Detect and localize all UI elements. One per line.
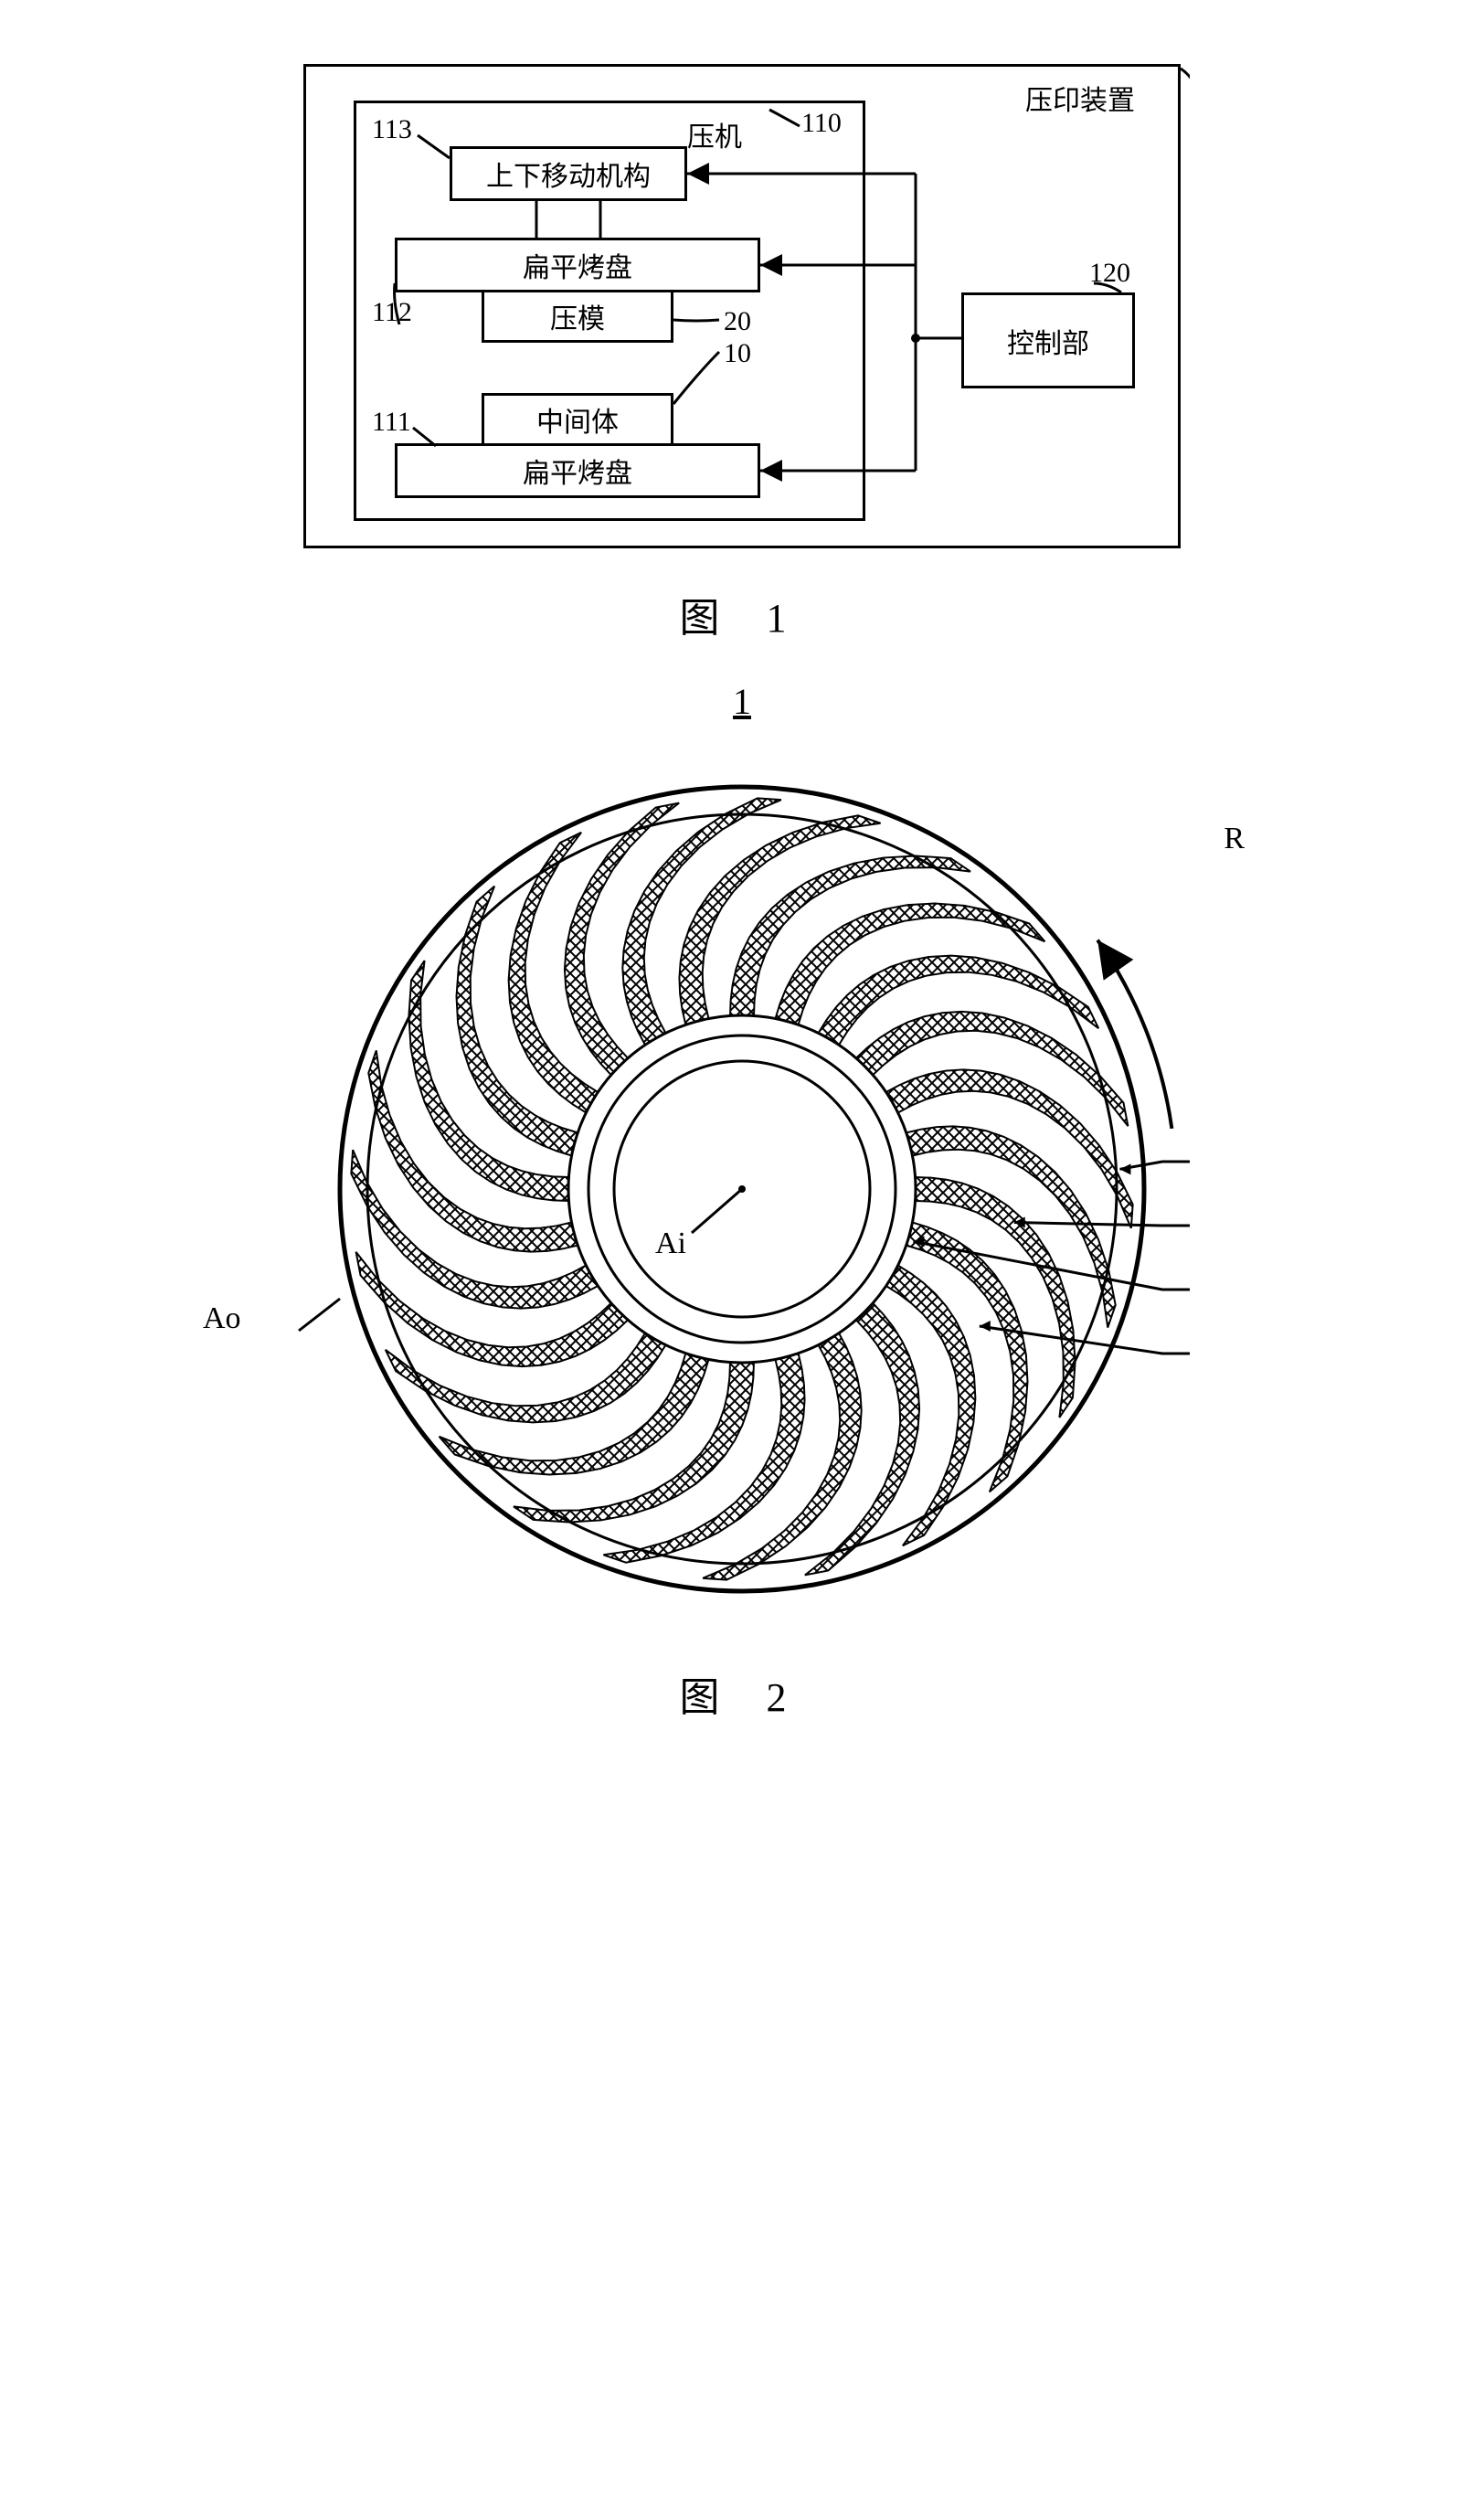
ctrl-label: 控制部 — [1007, 321, 1089, 361]
die-label: 压模 — [550, 296, 605, 336]
ref-113: 113 — [372, 114, 412, 145]
ref-R: R — [1224, 822, 1245, 856]
ref-20: 20 — [724, 306, 751, 337]
mid-label: 中间体 — [536, 399, 619, 440]
plate-upper-label: 扁平烤盘 — [523, 245, 632, 285]
disc-svg: AiAs (5s)At (5t)As (5s)At (5t) — [285, 732, 1199, 1646]
press-label: 压机 — [687, 114, 742, 154]
fig1-block-diagram: 压印装置 压机 上下移动机构 扁平烤盘 压模 中间体 扁平烤盘 控制部 113 … — [294, 46, 1190, 557]
fig2-disc-diagram: 1 AiAs (5s)At (5t)As (5s)At (5t) R Ao — [194, 680, 1290, 1646]
vmove-label: 上下移动机构 — [486, 154, 651, 194]
ref-120: 120 — [1089, 258, 1130, 289]
svg-text:Ai: Ai — [655, 1226, 686, 1260]
ref-112: 112 — [372, 297, 412, 328]
ref-110: 110 — [801, 108, 842, 139]
ref-10: 10 — [724, 338, 751, 369]
ref-111: 111 — [372, 407, 411, 438]
ref-Ao: Ao — [203, 1301, 241, 1336]
fig2-caption: 图 2 — [73, 1664, 1411, 1723]
plate-lower-label: 扁平烤盘 — [523, 451, 632, 491]
fig1-caption: 图 1 — [73, 585, 1411, 643]
plate-lower-box: 扁平烤盘 — [395, 443, 760, 498]
ctrl-box: 控制部 — [961, 292, 1135, 388]
outer-label: 压印装置 — [1025, 78, 1135, 118]
die-box: 压模 — [482, 292, 673, 343]
mid-box: 中间体 — [482, 393, 673, 443]
plate-upper-box: 扁平烤盘 — [395, 238, 760, 292]
fig2-title: 1 — [194, 680, 1290, 723]
vmove-box: 上下移动机构 — [450, 146, 687, 201]
